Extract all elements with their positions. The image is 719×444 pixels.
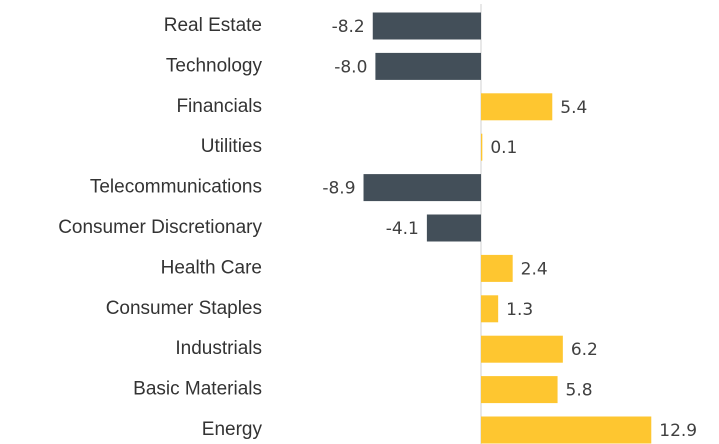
value-label: 1.3 xyxy=(506,300,533,320)
category-label: Consumer Staples xyxy=(106,298,262,319)
bar xyxy=(375,52,481,80)
value-label: -8.2 xyxy=(332,17,365,37)
category-label: Basic Materials xyxy=(133,379,262,400)
bar xyxy=(481,376,558,404)
bar xyxy=(481,93,553,121)
bar xyxy=(363,174,481,202)
category-label: Technology xyxy=(166,55,263,76)
category-label: Financials xyxy=(176,96,262,117)
category-label: Telecommunications xyxy=(90,177,262,198)
value-label: -4.1 xyxy=(386,219,419,239)
bar xyxy=(481,254,513,282)
value-label: -8.9 xyxy=(322,179,355,199)
value-label: 0.1 xyxy=(490,138,517,158)
bar xyxy=(481,416,652,444)
value-label: -8.0 xyxy=(334,57,367,77)
category-label: Industrials xyxy=(175,338,262,359)
value-label: 12.9 xyxy=(659,421,697,441)
bar xyxy=(426,214,481,242)
category-label: Health Care xyxy=(161,257,262,278)
value-label: 5.4 xyxy=(560,98,587,118)
category-label: Consumer Discretionary xyxy=(58,217,262,238)
value-label: 2.4 xyxy=(521,259,548,279)
category-label: Utilities xyxy=(201,136,262,157)
bar xyxy=(372,12,481,40)
category-label: Real Estate xyxy=(164,15,262,36)
value-label: 5.8 xyxy=(566,381,593,401)
value-label: 6.2 xyxy=(571,340,598,360)
bar xyxy=(481,295,499,323)
category-label: Energy xyxy=(202,419,263,440)
bar xyxy=(481,133,483,161)
bar xyxy=(481,335,563,363)
